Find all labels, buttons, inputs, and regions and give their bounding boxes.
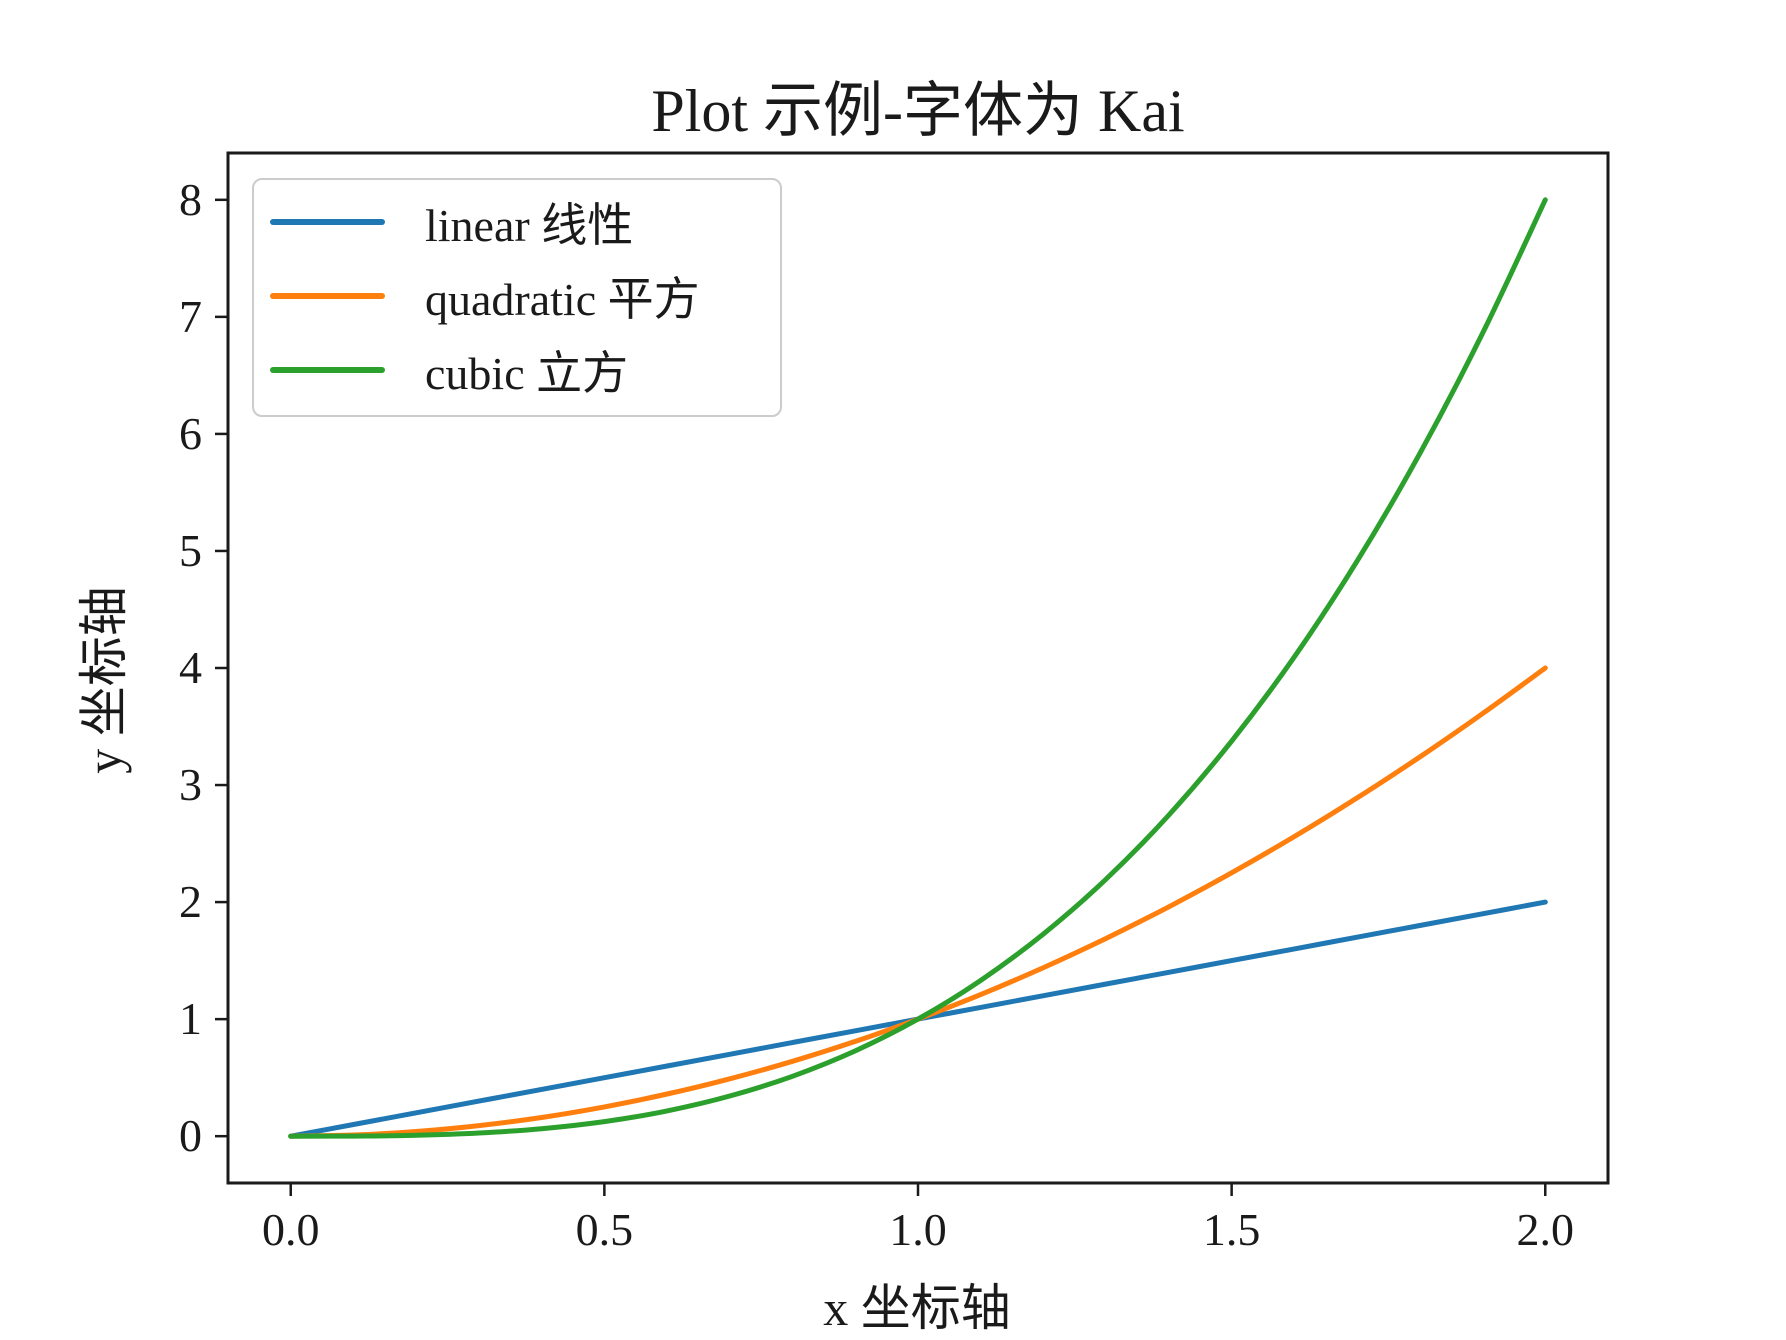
legend-swatch-quadratic: [270, 293, 385, 299]
legend-item-quadratic: quadratic 平方: [270, 259, 780, 333]
legend: linear 线性 quadratic 平方 cubic 立方: [252, 178, 782, 417]
y-tick-label: 6: [179, 408, 202, 459]
y-tick-label: 4: [179, 642, 202, 693]
y-tick-label: 3: [179, 759, 202, 810]
x-tick-label: 1.0: [889, 1204, 947, 1255]
y-tick-label: 2: [179, 876, 202, 927]
x-tick-label: 1.5: [1203, 1204, 1261, 1255]
legend-item-linear: linear 线性: [270, 185, 780, 259]
x-tick-label: 0.0: [262, 1204, 320, 1255]
y-tick-label: 8: [179, 174, 202, 225]
legend-label-linear: linear 线性: [425, 200, 634, 251]
chart-title: Plot 示例-字体为 Kai: [651, 78, 1185, 144]
y-tick-label: 7: [179, 291, 202, 342]
legend-swatch-linear: [270, 219, 385, 225]
y-axis-label: y 坐标轴: [76, 586, 132, 774]
series-line-2: [288, 197, 1548, 1139]
y-tick-label: 5: [179, 525, 202, 576]
series-line-1: [288, 665, 1548, 1139]
x-tick-label: 0.5: [576, 1204, 634, 1255]
y-tick-label: 1: [179, 993, 202, 1044]
x-tick-label: 2.0: [1517, 1204, 1575, 1255]
x-axis-label: x 坐标轴: [823, 1280, 1011, 1336]
legend-swatch-cubic: [270, 367, 385, 373]
y-tick-label: 0: [179, 1110, 202, 1161]
legend-label-quadratic: quadratic 平方: [425, 274, 700, 325]
legend-label-cubic: cubic 立方: [425, 348, 629, 399]
legend-item-cubic: cubic 立方: [270, 333, 780, 407]
